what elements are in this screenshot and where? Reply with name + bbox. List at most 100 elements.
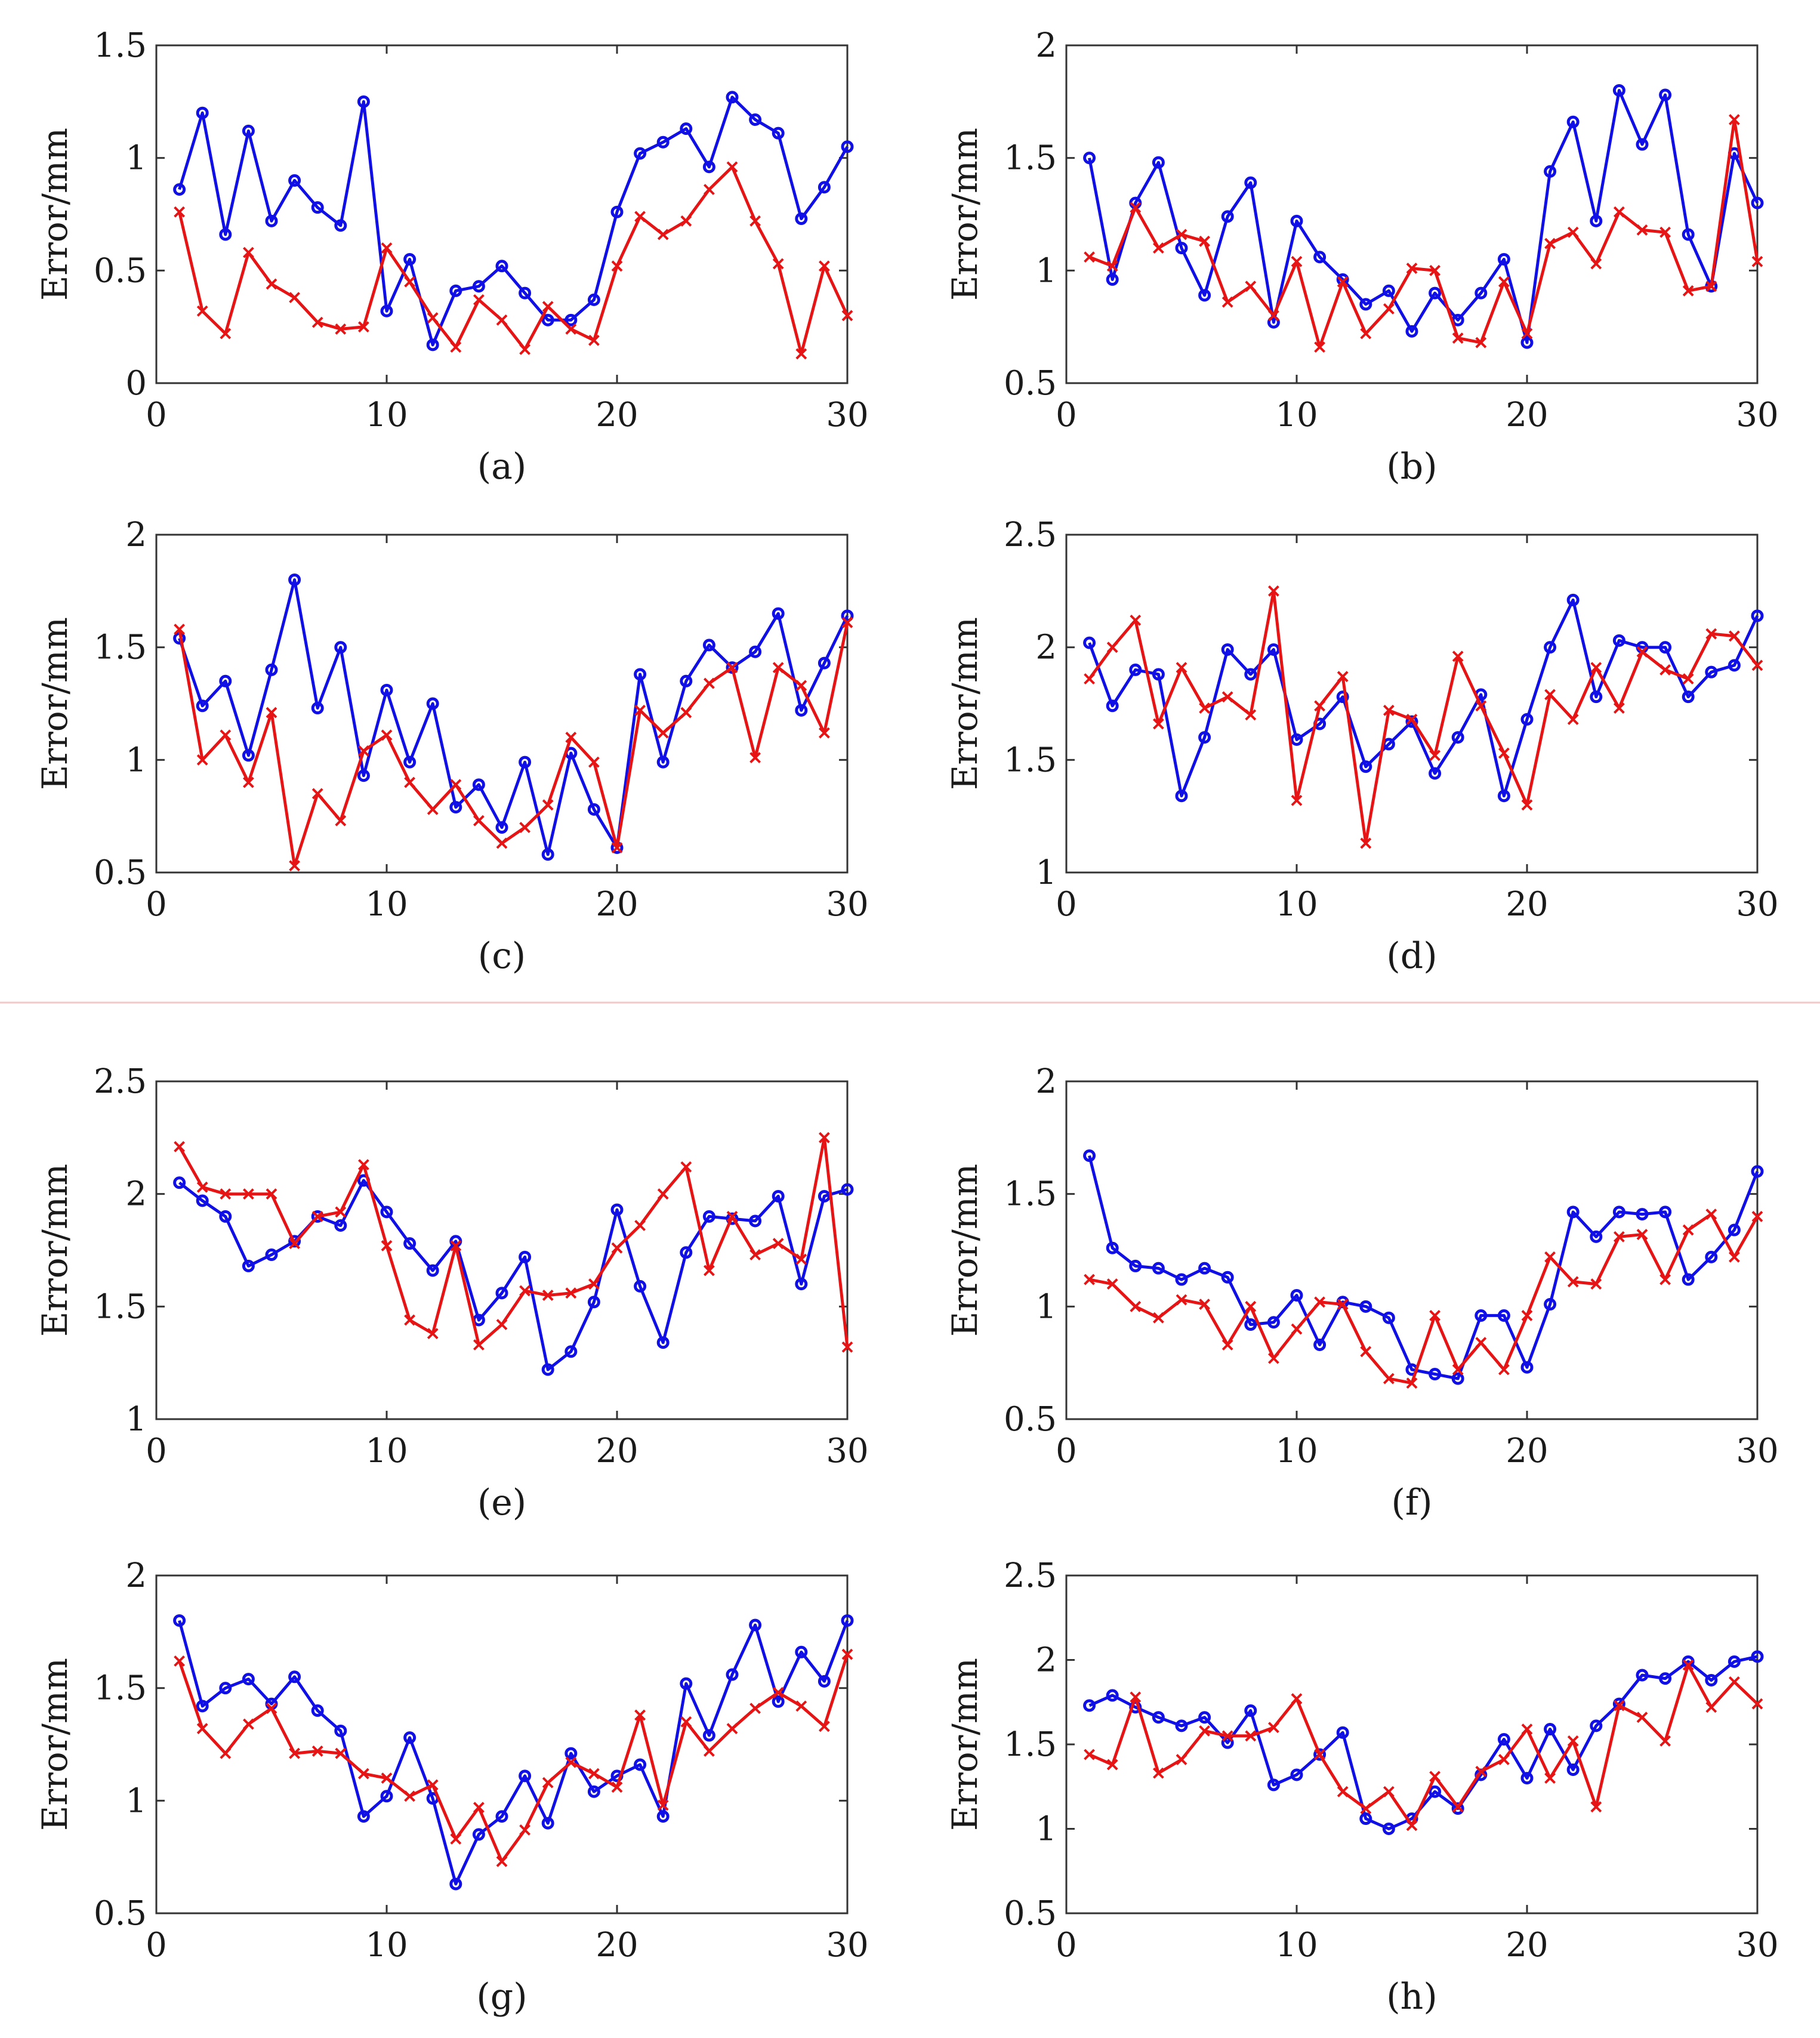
data-point-red: [542, 1777, 554, 1789]
data-point-red: [1728, 1676, 1740, 1688]
data-point-blue: [702, 1210, 715, 1223]
x-tick-label: 30: [1736, 1432, 1778, 1470]
data-point-red: [1176, 662, 1187, 674]
data-point-blue: [196, 699, 209, 713]
data-point-blue: [1198, 1262, 1211, 1275]
data-point-blue: [702, 1729, 715, 1742]
data-point-blue: [587, 293, 600, 306]
y-tick-label: 2: [125, 516, 147, 554]
data-point-red: [1498, 276, 1510, 288]
y-tick-label: 1.5: [1004, 741, 1057, 779]
x-tick-label: 30: [826, 885, 868, 924]
data-point-blue: [587, 1785, 600, 1798]
data-point-red: [1291, 794, 1303, 806]
plot-area-e: [155, 1080, 849, 1420]
data-point-red: [404, 1314, 416, 1326]
data-point-blue: [334, 641, 347, 654]
data-point-red: [1544, 1251, 1556, 1263]
data-point-blue: [1198, 731, 1211, 744]
data-point-blue: [196, 1194, 209, 1207]
data-point-red: [1567, 1276, 1579, 1288]
data-point-red: [726, 1210, 738, 1222]
data-point-blue: [726, 1212, 739, 1225]
data-point-blue: [1590, 1719, 1603, 1732]
data-point-red: [266, 1703, 277, 1715]
data-point-red: [818, 727, 830, 739]
data-point-blue: [242, 1673, 255, 1686]
data-point-red: [174, 1655, 186, 1667]
data-point-blue: [1175, 790, 1188, 803]
data-point-red: [1728, 1251, 1740, 1263]
y-tick-label: 2: [125, 1175, 147, 1214]
data-point-blue: [841, 140, 854, 153]
data-point-blue: [357, 1810, 370, 1823]
data-point-red: [473, 1339, 485, 1351]
data-point-red: [611, 1242, 623, 1254]
data-point-blue: [1083, 1699, 1096, 1712]
y-tick-label: 0.5: [94, 1894, 147, 1933]
data-point-red: [1221, 296, 1233, 308]
data-point-blue: [1590, 214, 1603, 227]
data-point-red: [473, 294, 485, 306]
data-point-blue: [795, 212, 808, 226]
data-point-blue: [1544, 641, 1557, 654]
series-line-red: [1088, 118, 1759, 349]
data-point-blue: [288, 573, 301, 586]
data-point-red: [772, 258, 784, 270]
data-point-blue: [1152, 1262, 1165, 1275]
data-point-red: [680, 1161, 692, 1173]
data-point-blue: [1497, 1733, 1510, 1746]
data-point-red: [1544, 1772, 1556, 1784]
data-point-blue: [726, 91, 739, 104]
data-point-red: [795, 680, 807, 692]
data-point-blue: [311, 201, 324, 214]
data-point-red: [1613, 206, 1625, 218]
data-point-red: [174, 624, 186, 635]
data-point-blue: [1544, 165, 1557, 178]
data-point-red: [1751, 1210, 1763, 1222]
data-point-blue: [610, 1203, 624, 1216]
data-point-red: [1590, 258, 1602, 270]
data-point-red: [1176, 229, 1187, 241]
data-point-blue: [1267, 1316, 1280, 1329]
series-line-red: [178, 1136, 849, 1348]
data-point-blue: [1728, 1223, 1741, 1237]
chart-panel-a: 0 10 20 30 0 0.5 1 1.5 Error/mm (a): [35, 26, 869, 488]
data-point-red: [266, 1188, 277, 1200]
data-point-red: [289, 1747, 301, 1759]
data-point-red: [196, 305, 208, 317]
panel-caption: (c): [478, 935, 526, 977]
data-point-red: [242, 246, 254, 258]
data-point-red: [588, 756, 600, 768]
data-point-red: [1084, 1749, 1096, 1760]
data-point-blue: [1612, 1205, 1625, 1219]
y-axis-label: Error/mm: [35, 128, 75, 301]
data-point-red: [381, 729, 393, 741]
data-point-red: [749, 1249, 761, 1260]
data-point-blue: [1290, 214, 1303, 227]
x-tick-label: 20: [1506, 885, 1548, 924]
data-point-red: [1498, 1754, 1510, 1765]
y-tick-label: 0: [125, 364, 147, 403]
data-point-blue: [1636, 1208, 1649, 1221]
data-point-red: [841, 616, 853, 628]
y-tick-label: 1: [1035, 251, 1057, 290]
data-point-red: [542, 1290, 554, 1301]
data-point-red: [1659, 1274, 1671, 1285]
data-point-blue: [1566, 115, 1580, 128]
data-point-blue: [1382, 284, 1395, 297]
data-point-red: [726, 662, 738, 674]
data-point-red: [1521, 1723, 1533, 1735]
data-point-red: [496, 1319, 508, 1330]
data-point-blue: [1267, 316, 1280, 329]
panel-caption: (e): [477, 1482, 526, 1524]
data-point-blue: [749, 1214, 762, 1228]
data-point-red: [404, 276, 416, 288]
chart-panel-f: 0 10 20 30 0.5 1 1.5 2 Error/mm (f): [945, 1062, 1779, 1524]
data-point-red: [1705, 1208, 1717, 1220]
data-point-red: [680, 707, 692, 719]
data-point-blue: [1751, 609, 1764, 622]
x-tick-label: 20: [596, 1432, 638, 1470]
data-point-blue: [1566, 1205, 1580, 1219]
data-point-red: [1682, 1659, 1694, 1671]
